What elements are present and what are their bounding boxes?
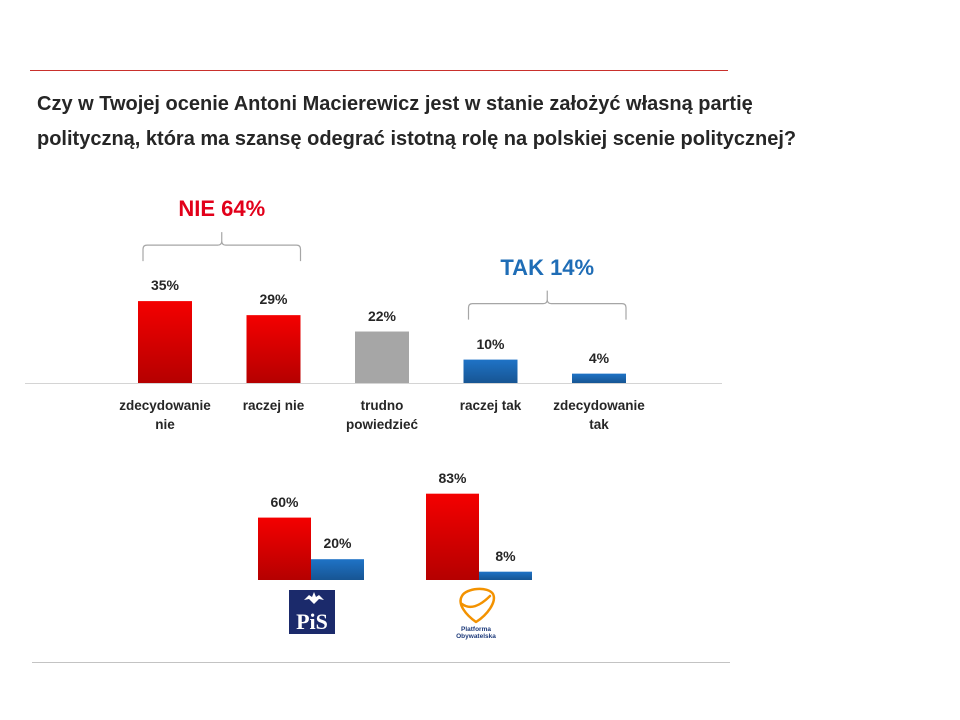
bar-zdecydowanie-nie xyxy=(138,301,192,383)
value-label-raczej-tak: 10% xyxy=(476,335,505,352)
category-label-zdecydowanie-tak: zdecydowanie tak xyxy=(553,398,645,432)
bar-pis-series-1 xyxy=(258,517,311,580)
category-label-zdecydowanie-nie: zdecydowanie nie xyxy=(119,398,211,432)
po-logo-text: Platforma Obywatelska xyxy=(456,626,496,640)
question-title: Czy w Twojej ocenie Antoni Macierewicz j… xyxy=(37,93,797,150)
value-label-zdecydowanie-tak: 4% xyxy=(588,349,610,366)
po-logo-shape-icon xyxy=(459,587,496,624)
category-label-raczej-tak: raczej tak xyxy=(459,398,522,413)
annotation-nie-64: NIE 64% xyxy=(178,196,266,222)
group-brackets xyxy=(142,232,627,320)
po-logo xyxy=(459,587,496,624)
answer-bars xyxy=(138,301,626,383)
pis-logo-text: PiS xyxy=(296,609,328,634)
bar-trudno-powiedziec xyxy=(355,331,409,383)
bar-zdecydowanie-tak xyxy=(572,373,626,383)
value-label-pis-series-2: 20% xyxy=(323,535,352,552)
pis-logo: PiS xyxy=(289,590,335,634)
party-bars xyxy=(258,493,532,580)
value-label-zdecydowanie-nie: 35% xyxy=(150,277,180,294)
value-label-trudno-powiedziec: 22% xyxy=(367,307,397,324)
value-label-pis-series-1: 60% xyxy=(270,493,299,510)
bottom-divider xyxy=(32,662,730,663)
bar-raczej-tak xyxy=(463,359,518,383)
eagle-icon xyxy=(304,592,324,604)
category-label-trudno-powiedziec: trudno powiedzieć xyxy=(345,398,418,432)
bar-platforma-obywatelska-series-1 xyxy=(426,493,479,580)
top-divider xyxy=(30,70,728,71)
value-label-raczej-nie: 29% xyxy=(259,291,288,308)
bar-raczej-nie xyxy=(246,315,301,383)
bracket-nie-64 xyxy=(142,232,302,262)
value-label-platforma-obywatelska-series-2: 8% xyxy=(495,547,516,564)
annotation-tak-14: TAK 14% xyxy=(500,254,595,280)
bar-platforma-obywatelska-series-2 xyxy=(479,571,532,580)
bracket-tak-14 xyxy=(467,290,627,320)
po-logo-swoosh-icon xyxy=(460,594,492,608)
category-label-raczej-nie: raczej nie xyxy=(242,398,305,413)
value-label-platforma-obywatelska-series-1: 83% xyxy=(438,469,467,486)
bar-pis-series-2 xyxy=(311,559,364,580)
